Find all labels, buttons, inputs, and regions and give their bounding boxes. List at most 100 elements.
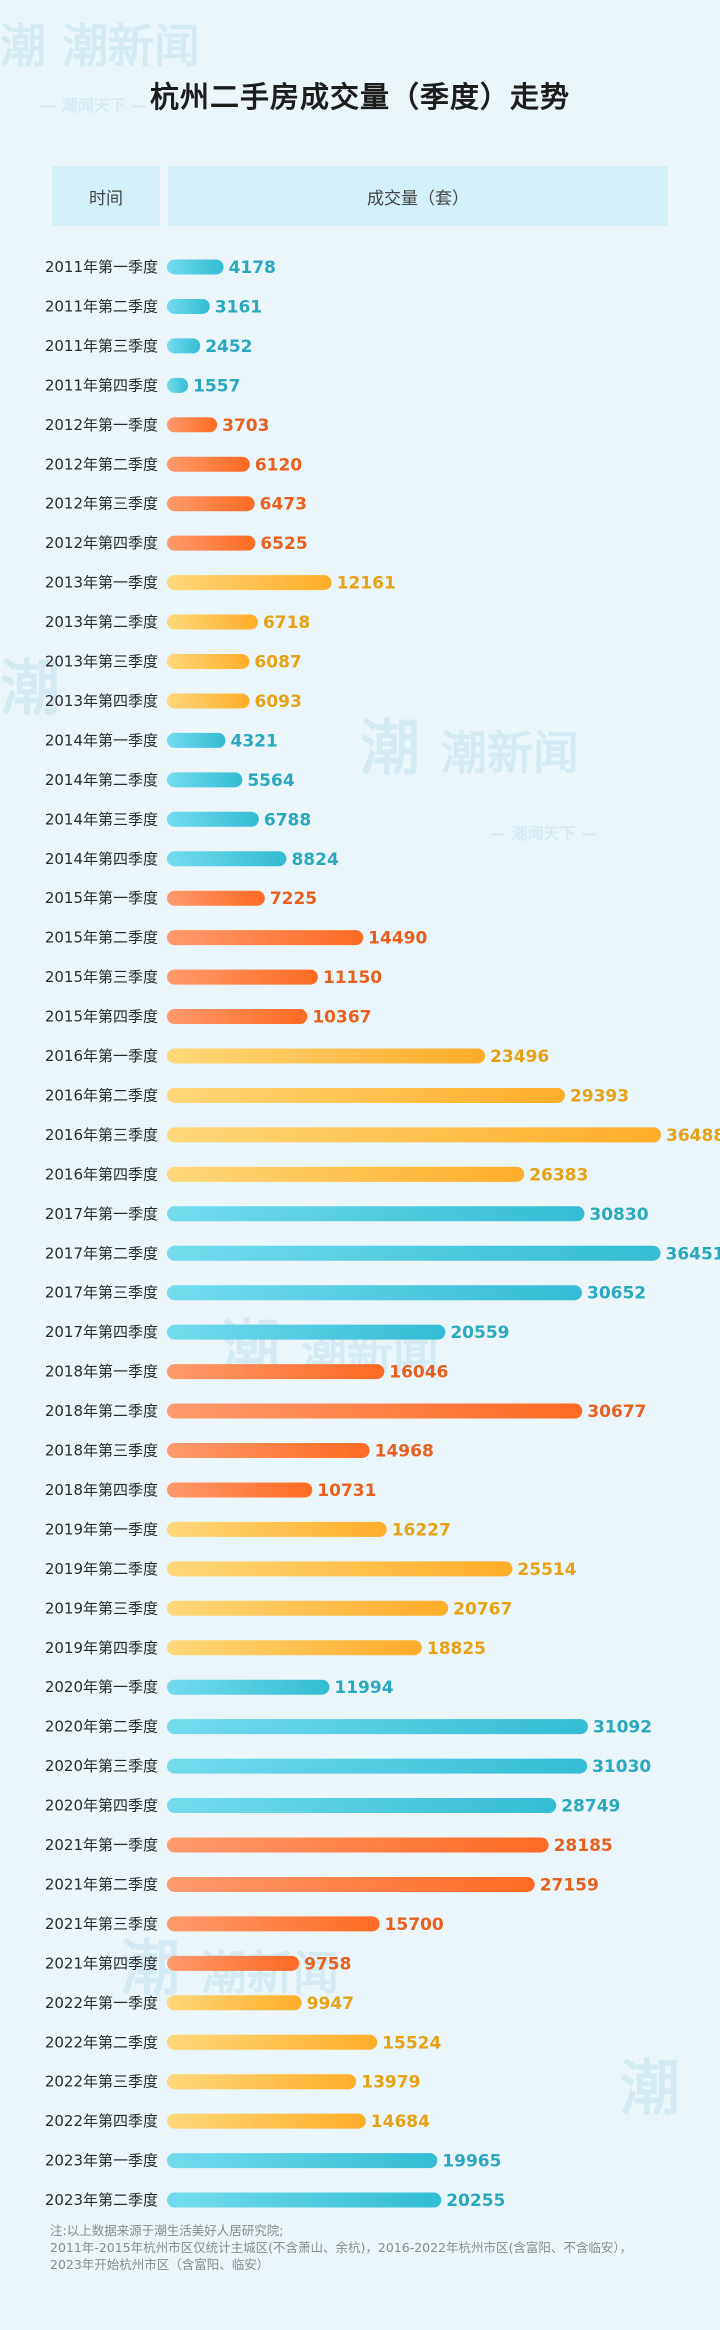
value-label: 18825	[427, 1639, 486, 1659]
value-label: 28185	[554, 1836, 613, 1856]
bar	[167, 1087, 565, 1103]
bar	[167, 1009, 308, 1025]
value-label: 31030	[592, 1757, 651, 1777]
value-label: 7225	[270, 889, 317, 909]
category-label: 2019年第一季度	[45, 1520, 158, 1538]
value-label: 20559	[450, 1323, 509, 1343]
value-label: 6120	[255, 455, 302, 475]
bar	[167, 1798, 557, 1814]
watermark-brand: 潮新闻	[440, 726, 579, 780]
category-label: 2023年第二季度	[45, 2191, 158, 2209]
value-label: 9758	[304, 1954, 351, 1974]
category-label: 2013年第二季度	[45, 613, 158, 631]
watermark: — 潮闻天下 —	[490, 820, 597, 844]
bar	[167, 851, 287, 867]
bar	[167, 930, 364, 946]
category-label: 2014年第二季度	[45, 771, 158, 789]
category-label: 2017年第四季度	[45, 1323, 158, 1341]
bar	[167, 2113, 366, 2129]
value-label: 8824	[291, 850, 338, 870]
footnote-line: 2023年开始杭州市区（含富阳、临安）	[50, 2257, 270, 2272]
bar	[167, 1955, 300, 1971]
bar	[167, 890, 265, 906]
bar	[167, 1758, 588, 1774]
category-label: 2017年第二季度	[45, 1244, 158, 1262]
bar	[167, 1521, 387, 1537]
bar	[167, 417, 218, 433]
value-label: 4321	[231, 731, 278, 751]
value-label: 3703	[222, 416, 269, 436]
category-label: 2018年第四季度	[45, 1481, 158, 1499]
value-label: 29393	[570, 1086, 629, 1106]
watermark: 潮 潮新闻	[360, 700, 579, 787]
value-label: 30652	[587, 1284, 646, 1304]
category-label: 2015年第二季度	[45, 929, 158, 947]
category-label: 2012年第一季度	[45, 416, 158, 434]
value-label: 10367	[312, 1008, 371, 1028]
bar	[167, 496, 255, 512]
value-label: 6093	[254, 692, 301, 712]
column-header-volume: 成交量（套）	[168, 166, 668, 226]
category-label: 2017年第三季度	[45, 1284, 158, 1302]
watermark: 潮 潮新闻	[120, 1920, 339, 2007]
watermark-logo-icon: 潮	[0, 654, 60, 724]
value-label: 6788	[264, 810, 311, 830]
category-label: 2022年第四季度	[45, 2112, 158, 2130]
category-label: 2016年第一季度	[45, 1047, 158, 1065]
category-label: 2015年第四季度	[45, 1008, 158, 1026]
category-label: 2011年第二季度	[45, 297, 158, 315]
category-label: 2013年第四季度	[45, 692, 158, 710]
bar	[167, 2074, 357, 2090]
category-label: 2011年第一季度	[45, 258, 158, 276]
value-label: 1557	[193, 376, 240, 396]
bar	[167, 1679, 330, 1695]
category-label: 2021年第二季度	[45, 1875, 158, 1893]
bar	[167, 1443, 370, 1458]
value-label: 30830	[589, 1205, 648, 1225]
bar	[167, 1127, 661, 1143]
bar	[167, 1364, 385, 1380]
bar	[167, 1561, 513, 1577]
category-label: 2022年第二季度	[45, 2033, 158, 2051]
category-label: 2020年第三季度	[45, 1757, 158, 1775]
category-label: 2012年第二季度	[45, 455, 158, 473]
category-label: 2013年第一季度	[45, 574, 158, 592]
value-label: 23496	[490, 1047, 549, 1067]
category-label: 2016年第三季度	[45, 1126, 158, 1144]
bar	[167, 1837, 549, 1853]
value-label: 4178	[229, 258, 276, 278]
category-label: 2020年第四季度	[45, 1797, 158, 1815]
value-label: 19965	[442, 2152, 501, 2172]
category-label: 2022年第一季度	[45, 1994, 158, 2012]
bar	[167, 1719, 588, 1735]
category-label: 2011年第三季度	[45, 337, 158, 355]
value-label: 6473	[260, 495, 307, 515]
value-label: 15700	[385, 1915, 444, 1935]
category-label: 2023年第一季度	[45, 2152, 158, 2170]
value-label: 3161	[215, 297, 262, 317]
category-label: 2020年第一季度	[45, 1678, 158, 1696]
category-label: 2014年第四季度	[45, 850, 158, 868]
category-label: 2019年第四季度	[45, 1639, 158, 1657]
bar	[167, 654, 250, 669]
category-label: 2014年第一季度	[45, 731, 158, 749]
bar	[167, 2153, 438, 2169]
bar	[167, 1403, 583, 1419]
value-label: 14490	[368, 929, 427, 949]
bar	[167, 693, 250, 709]
watermark: 潮	[0, 640, 60, 727]
bar	[167, 1206, 585, 1222]
bar	[167, 1166, 525, 1182]
bar	[167, 338, 201, 354]
bar	[167, 259, 224, 275]
value-label: 20255	[446, 2191, 505, 2211]
value-label: 13979	[361, 2073, 420, 2093]
category-label: 2015年第一季度	[45, 889, 158, 907]
watermark: 潮 潮新闻	[0, 10, 200, 76]
value-label: 15524	[382, 2033, 441, 2053]
category-label: 2021年第一季度	[45, 1836, 158, 1854]
value-label: 14968	[375, 1442, 434, 1462]
bar	[167, 1482, 313, 1498]
watermark-brand: 潮新闻	[62, 19, 201, 73]
